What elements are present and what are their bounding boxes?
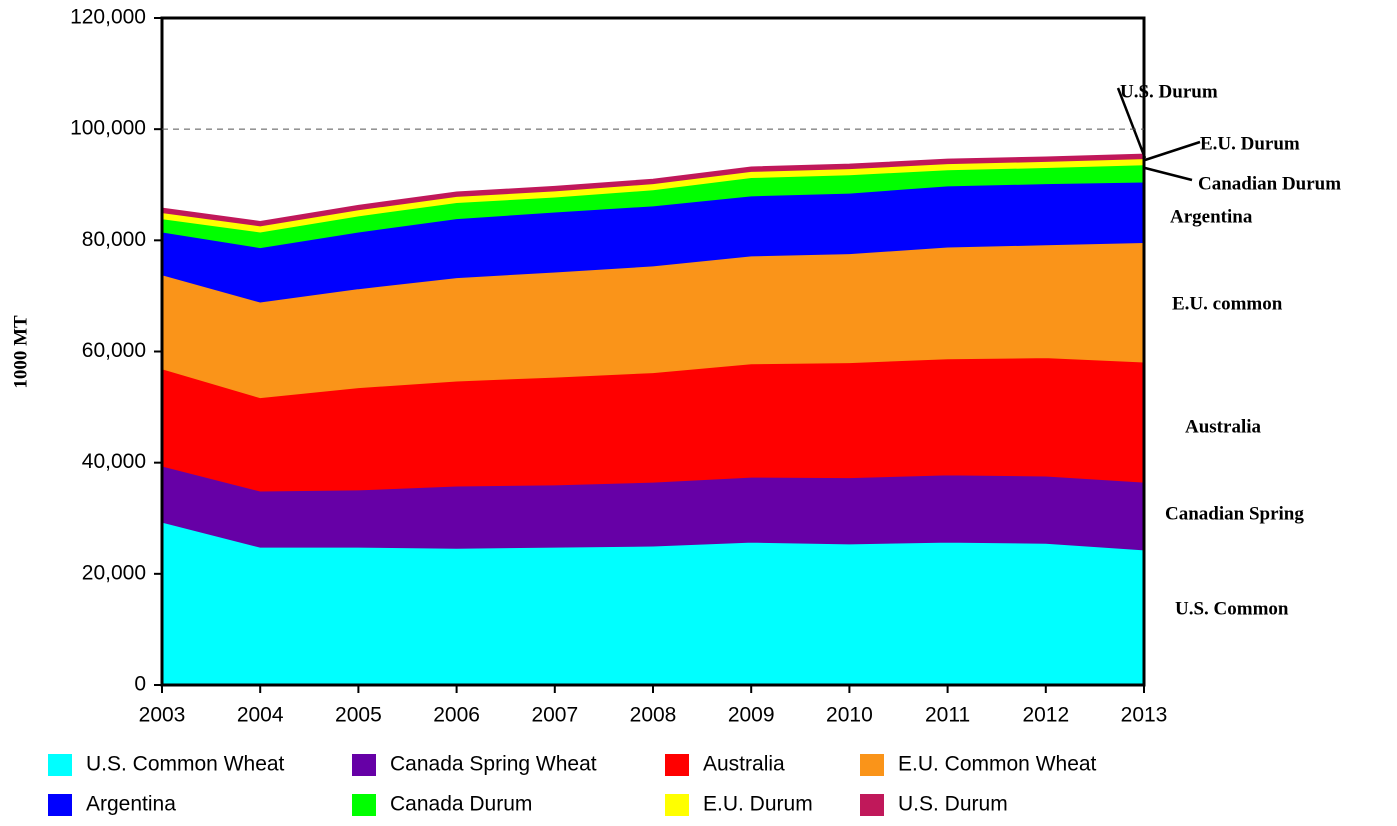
x-tick-label: 2012 xyxy=(1022,704,1069,727)
legend-label: Canada Durum xyxy=(390,793,532,816)
annotation: E.U. Durum xyxy=(1200,133,1300,154)
legend-swatch xyxy=(48,794,72,816)
leader-line xyxy=(1144,140,1201,162)
y-tick-label: 80,000 xyxy=(82,228,146,251)
y-tick-label: 0 xyxy=(134,673,146,696)
x-tick-label: 2009 xyxy=(728,704,775,727)
x-tick-label: 2007 xyxy=(531,704,578,727)
legend-swatch xyxy=(665,754,689,776)
annotation: Australia xyxy=(1185,416,1262,437)
legend-label: E.U. Durum xyxy=(703,793,813,816)
legend-swatch xyxy=(48,754,72,776)
leader-line xyxy=(1144,166,1193,182)
annotation: E.U. common xyxy=(1172,293,1283,314)
legend-label: Argentina xyxy=(86,793,176,816)
x-tick-label: 2008 xyxy=(630,704,677,727)
legend-swatch xyxy=(352,754,376,776)
x-tick-label: 2006 xyxy=(433,704,480,727)
legend-label: U.S. Common Wheat xyxy=(86,753,285,776)
annotation: U.S. Common xyxy=(1175,598,1289,619)
x-tick-label: 2011 xyxy=(925,704,970,727)
legend-label: U.S. Durum xyxy=(898,793,1008,816)
y-axis-label: 1000 MT xyxy=(10,315,31,389)
y-tick-label: 60,000 xyxy=(82,339,146,362)
annotation: Canadian Durum xyxy=(1198,173,1341,194)
legend-swatch xyxy=(665,794,689,816)
legend-label: Australia xyxy=(703,753,785,776)
annotation: U.S. Durum xyxy=(1120,81,1218,102)
legend-label: E.U. Common Wheat xyxy=(898,753,1097,776)
x-tick-label: 2005 xyxy=(335,704,382,727)
legend-swatch xyxy=(352,794,376,816)
legend-swatch xyxy=(860,754,884,776)
legend-swatch xyxy=(860,794,884,816)
leader-line xyxy=(1116,87,1147,159)
annotation: Argentina xyxy=(1170,206,1253,227)
x-tick-label: 2013 xyxy=(1121,704,1168,727)
plot-area xyxy=(161,153,1145,686)
y-tick-label: 120,000 xyxy=(70,6,146,29)
y-tick-label: 40,000 xyxy=(82,450,146,473)
legend-label: Canada Spring Wheat xyxy=(390,753,597,776)
x-tick-label: 2004 xyxy=(237,704,284,727)
x-tick-label: 2003 xyxy=(139,704,186,727)
annotation: Canadian Spring xyxy=(1165,503,1304,524)
x-tick-label: 2010 xyxy=(826,704,873,727)
y-tick-label: 100,000 xyxy=(70,117,146,140)
y-tick-label: 20,000 xyxy=(82,561,146,584)
